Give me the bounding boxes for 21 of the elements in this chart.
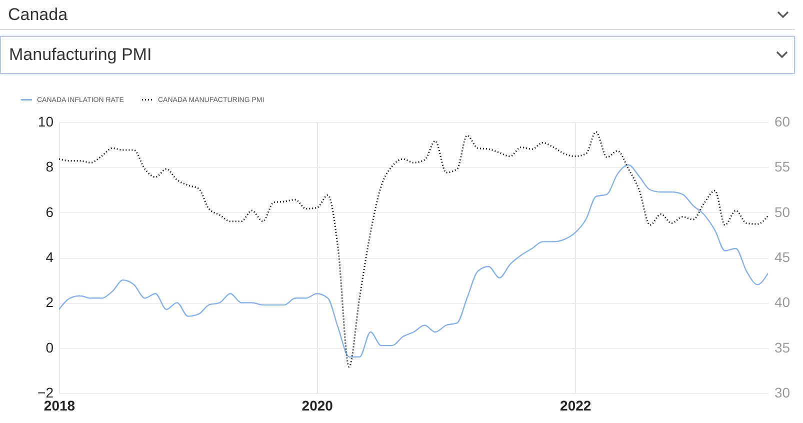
y2-tick-label: 30 [774, 384, 790, 400]
y-tick-label: 10 [38, 114, 54, 130]
y-tick-label: 8 [46, 158, 54, 175]
line-series [59, 131, 768, 368]
y-tick-label: 6 [46, 204, 54, 220]
y2-tick-label: 45 [774, 249, 790, 265]
y2-tick-label: 60 [774, 114, 790, 130]
y-tick-label: 0 [46, 339, 54, 356]
x-tick-label: 2022 [560, 398, 592, 414]
y2-tick-label: 35 [774, 339, 790, 356]
text: Manufacturing PMI [9, 45, 152, 65]
y2-tick-label: 50 [774, 204, 790, 220]
x-tick-label: 2020 [302, 398, 334, 414]
x-tick-label: 2018 [44, 398, 76, 414]
line-series [59, 164, 768, 358]
text: Canada [8, 4, 68, 24]
y2-tick-label: 40 [774, 294, 790, 310]
y2-tick-label: 55 [774, 158, 790, 175]
y-tick-label: 4 [46, 249, 54, 265]
y-tick-label: −2 [38, 384, 54, 400]
y-tick-label: 2 [46, 294, 54, 310]
